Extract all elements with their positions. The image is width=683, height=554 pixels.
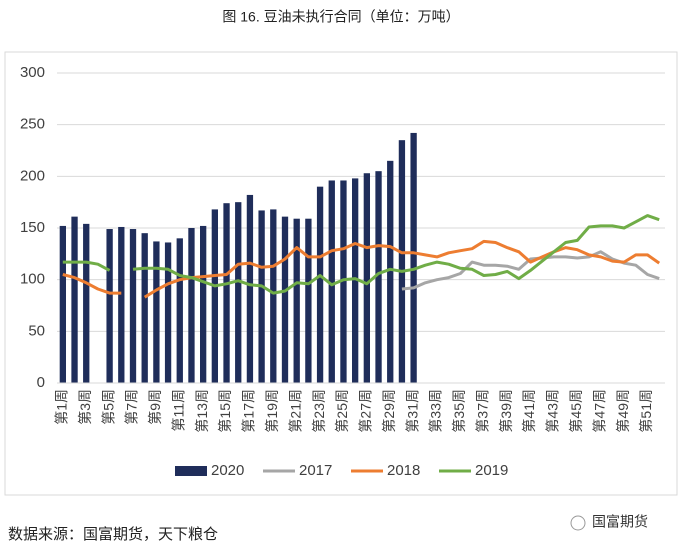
- x-tick-label: 第39周: [498, 389, 514, 433]
- x-tick-label: 第29周: [381, 389, 397, 433]
- bar: [164, 242, 172, 383]
- x-tick-label: 第41周: [521, 389, 537, 433]
- chart-title: 图 16. 豆油未执行合同（单位：万吨）: [222, 9, 459, 25]
- bar: [211, 209, 219, 383]
- legend-swatch: [175, 466, 207, 476]
- y-tick-label: 200: [20, 167, 45, 184]
- x-tick-label: 第23周: [311, 389, 327, 433]
- logo-icon: [570, 515, 586, 531]
- bar: [153, 241, 160, 383]
- x-tick-label: 第27周: [358, 389, 374, 433]
- y-tick-label: 150: [20, 219, 45, 236]
- x-tick-label: 第33周: [428, 389, 444, 433]
- x-tick-label: 第51周: [638, 389, 654, 433]
- bar: [129, 229, 137, 383]
- bar: [398, 140, 406, 383]
- x-tick-label: 第37周: [474, 389, 490, 433]
- bar: [235, 202, 242, 383]
- bar: [270, 209, 277, 383]
- x-tick-label: 第49周: [615, 389, 631, 433]
- bar: [246, 194, 254, 383]
- x-tick-label: 第21周: [287, 389, 303, 433]
- y-tick-label: 300: [20, 64, 45, 81]
- x-tick-label: 第9周: [147, 389, 163, 425]
- y-tick-label: 100: [20, 271, 45, 288]
- legend-label: 2018: [387, 462, 420, 479]
- bar: [305, 218, 312, 383]
- x-tick-label: 第5周: [100, 389, 116, 425]
- x-tick-label: 第31周: [404, 389, 420, 433]
- x-tick-label: 第45周: [568, 389, 584, 433]
- x-tick-label: 第1周: [54, 389, 70, 425]
- source: 数据来源：国富期货，天下粮仓: [8, 525, 218, 543]
- bar: [83, 223, 90, 383]
- x-tick-label: 第11周: [170, 389, 186, 432]
- y-tick-label: 0: [37, 374, 45, 391]
- bar: [118, 226, 125, 383]
- bar: [316, 186, 324, 383]
- bar: [410, 132, 417, 383]
- x-tick-label: 第15周: [217, 389, 233, 433]
- x-tick-label: 第43周: [545, 389, 561, 433]
- line-series: [62, 239, 661, 299]
- line-series: [62, 214, 660, 295]
- bar: [281, 216, 289, 383]
- bar: [375, 171, 382, 383]
- logo: 国富期货: [592, 514, 648, 530]
- x-tick-label: 第3周: [77, 389, 93, 425]
- bar: [71, 216, 78, 383]
- y-tick-label: 50: [28, 322, 45, 339]
- x-tick-label: 第7周: [124, 389, 140, 425]
- bar: [293, 218, 300, 383]
- bar: [340, 180, 347, 383]
- legend-label: 2017: [299, 462, 332, 479]
- bar: [258, 210, 265, 383]
- bar: [223, 203, 230, 383]
- x-tick-label: 第13周: [194, 389, 210, 433]
- x-tick-label: 第47周: [591, 389, 607, 433]
- bar: [199, 225, 207, 383]
- bar: [351, 178, 359, 383]
- legend-label: 2019: [475, 462, 508, 479]
- legend-label: 2020: [211, 462, 244, 479]
- x-tick-label: 第17周: [241, 389, 257, 433]
- y-tick-label: 250: [20, 116, 45, 133]
- bar: [176, 238, 183, 383]
- bar: [328, 180, 335, 383]
- bar: [363, 173, 371, 383]
- bar: [106, 229, 113, 383]
- x-tick-label: 第35周: [451, 389, 467, 433]
- bar: [141, 233, 148, 383]
- bar: [387, 160, 394, 383]
- x-tick-label: 第19周: [264, 389, 280, 433]
- bar: [59, 225, 67, 383]
- chart-border: [4, 51, 678, 496]
- x-tick-label: 第25周: [334, 389, 350, 433]
- bar: [188, 228, 195, 383]
